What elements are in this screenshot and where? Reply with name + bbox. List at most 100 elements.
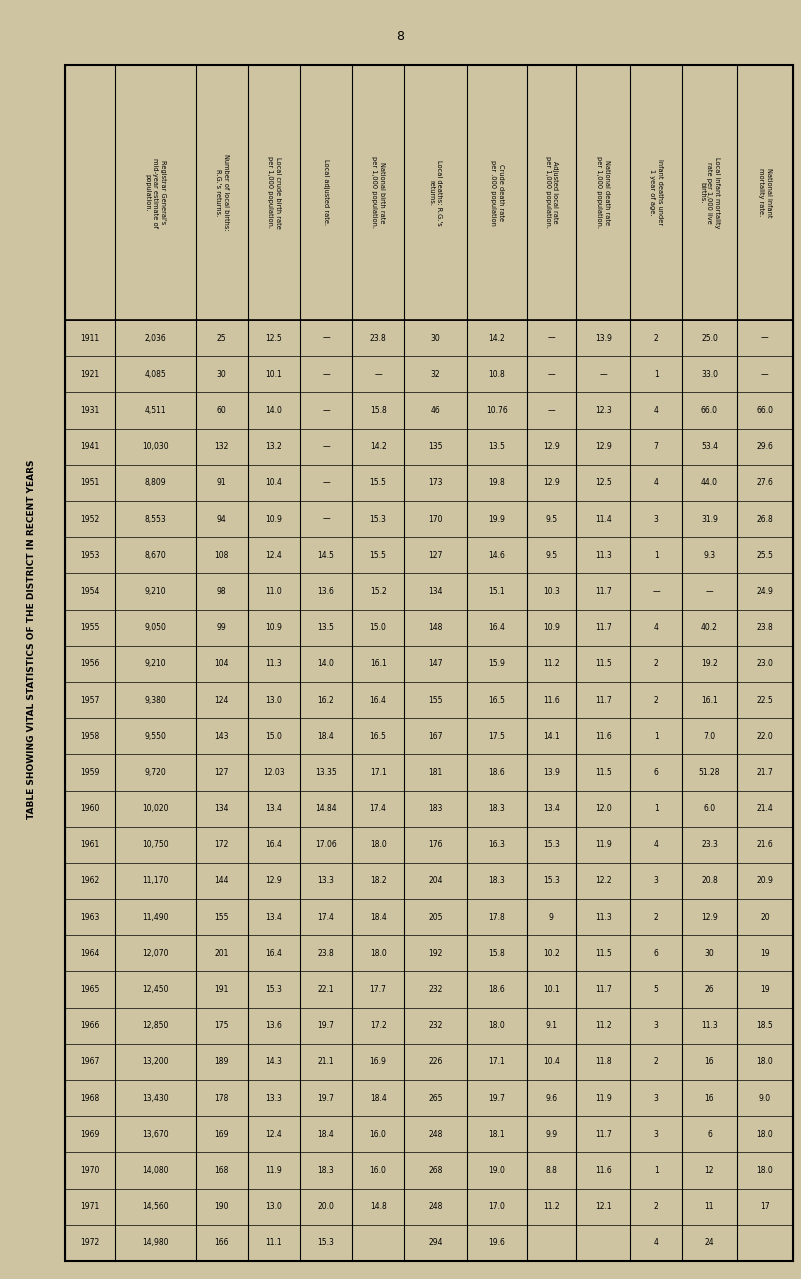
Text: 155: 155: [429, 696, 443, 705]
Text: —: —: [322, 478, 330, 487]
Text: 16: 16: [705, 1058, 714, 1067]
Text: 19.0: 19.0: [489, 1166, 505, 1175]
Text: 11.9: 11.9: [595, 840, 611, 849]
Text: —: —: [706, 587, 713, 596]
Text: 18.3: 18.3: [489, 876, 505, 885]
Text: 11.5: 11.5: [595, 660, 611, 669]
Text: 7: 7: [654, 443, 658, 451]
Text: Adjusted local rate
per 1,000 population.: Adjusted local rate per 1,000 population…: [545, 156, 558, 229]
Text: 22.0: 22.0: [756, 732, 773, 741]
Text: 15.1: 15.1: [489, 587, 505, 596]
Text: 16.1: 16.1: [370, 660, 387, 669]
Text: 12.0: 12.0: [595, 804, 611, 813]
Text: 1964: 1964: [80, 949, 99, 958]
Text: 16.4: 16.4: [370, 696, 387, 705]
Text: 16.2: 16.2: [318, 696, 334, 705]
Text: 13.6: 13.6: [317, 587, 335, 596]
Text: 12.1: 12.1: [595, 1202, 611, 1211]
Text: 17.4: 17.4: [317, 913, 335, 922]
Text: 13.2: 13.2: [265, 443, 282, 451]
Text: 3: 3: [654, 1094, 658, 1102]
Text: 3: 3: [654, 514, 658, 523]
Text: 20.9: 20.9: [756, 876, 773, 885]
Text: 11.3: 11.3: [595, 551, 611, 560]
Text: 31.9: 31.9: [701, 514, 718, 523]
Text: 22.1: 22.1: [318, 985, 334, 994]
Text: 4,085: 4,085: [144, 370, 166, 379]
Text: 16: 16: [705, 1094, 714, 1102]
Text: 127: 127: [215, 767, 229, 776]
Text: 1960: 1960: [80, 804, 99, 813]
Text: 17.4: 17.4: [370, 804, 387, 813]
Text: 19.6: 19.6: [489, 1238, 505, 1247]
Text: 1970: 1970: [80, 1166, 99, 1175]
Text: 11.7: 11.7: [595, 587, 611, 596]
Text: 8,809: 8,809: [144, 478, 166, 487]
Text: Local adjusted rate.: Local adjusted rate.: [323, 160, 329, 225]
Text: 9.1: 9.1: [545, 1021, 557, 1031]
Text: 15.3: 15.3: [317, 1238, 335, 1247]
Text: 10.76: 10.76: [486, 405, 508, 414]
Text: 19.7: 19.7: [317, 1021, 335, 1031]
Text: —: —: [374, 370, 382, 379]
Text: 18.0: 18.0: [370, 949, 387, 958]
Text: 13.4: 13.4: [543, 804, 560, 813]
Text: 11.2: 11.2: [543, 1202, 560, 1211]
Text: 1: 1: [654, 1166, 658, 1175]
Text: 173: 173: [429, 478, 443, 487]
Text: 16.5: 16.5: [370, 732, 387, 741]
Text: 16.0: 16.0: [370, 1129, 387, 1138]
Text: National infant
mortality rate.: National infant mortality rate.: [758, 168, 771, 217]
Text: 13.5: 13.5: [489, 443, 505, 451]
Text: 204: 204: [429, 876, 443, 885]
Text: 33.0: 33.0: [701, 370, 718, 379]
Text: 2: 2: [654, 660, 658, 669]
Text: 15.8: 15.8: [489, 949, 505, 958]
Text: 44.0: 44.0: [701, 478, 718, 487]
Text: 10.9: 10.9: [543, 623, 560, 632]
Text: 13.3: 13.3: [317, 876, 335, 885]
Text: 20.0: 20.0: [317, 1202, 335, 1211]
Text: 15.0: 15.0: [265, 732, 282, 741]
Text: 192: 192: [429, 949, 443, 958]
Text: 1953: 1953: [80, 551, 99, 560]
Text: 18.0: 18.0: [489, 1021, 505, 1031]
Text: 148: 148: [429, 623, 443, 632]
Text: 11: 11: [705, 1202, 714, 1211]
Text: 12.9: 12.9: [265, 876, 282, 885]
Text: 18.3: 18.3: [489, 804, 505, 813]
Text: 2,036: 2,036: [144, 334, 166, 343]
Text: 11.6: 11.6: [595, 1166, 611, 1175]
Text: 4: 4: [654, 478, 658, 487]
Text: 18.6: 18.6: [489, 767, 505, 776]
Text: 11.6: 11.6: [595, 732, 611, 741]
Text: 1967: 1967: [80, 1058, 99, 1067]
Text: 147: 147: [429, 660, 443, 669]
Text: 11.9: 11.9: [595, 1094, 611, 1102]
Text: 11.3: 11.3: [701, 1021, 718, 1031]
Text: 15.8: 15.8: [370, 405, 387, 414]
Text: 19.7: 19.7: [489, 1094, 505, 1102]
Text: 11,490: 11,490: [142, 913, 168, 922]
Text: 18.4: 18.4: [370, 913, 387, 922]
Text: 14.0: 14.0: [317, 660, 335, 669]
Text: —: —: [322, 514, 330, 523]
Text: 181: 181: [429, 767, 443, 776]
Text: 25: 25: [217, 334, 227, 343]
Text: National death rate
per 1,000 population.: National death rate per 1,000 population…: [597, 156, 610, 229]
Text: 12.5: 12.5: [595, 478, 611, 487]
Text: 23.8: 23.8: [370, 334, 387, 343]
Text: 11.9: 11.9: [265, 1166, 282, 1175]
Text: Registrar General's
mid-year estimate of
population.: Registrar General's mid-year estimate of…: [145, 157, 166, 228]
Text: 17.06: 17.06: [315, 840, 337, 849]
Text: 1968: 1968: [80, 1094, 99, 1102]
Text: 1972: 1972: [80, 1238, 99, 1247]
Text: 14.5: 14.5: [317, 551, 335, 560]
Text: 1: 1: [654, 732, 658, 741]
Text: 4,511: 4,511: [144, 405, 166, 414]
Text: —: —: [322, 405, 330, 414]
Text: 18.4: 18.4: [318, 732, 334, 741]
Text: 1951: 1951: [80, 478, 99, 487]
Text: 23.0: 23.0: [756, 660, 773, 669]
Text: 1921: 1921: [80, 370, 99, 379]
